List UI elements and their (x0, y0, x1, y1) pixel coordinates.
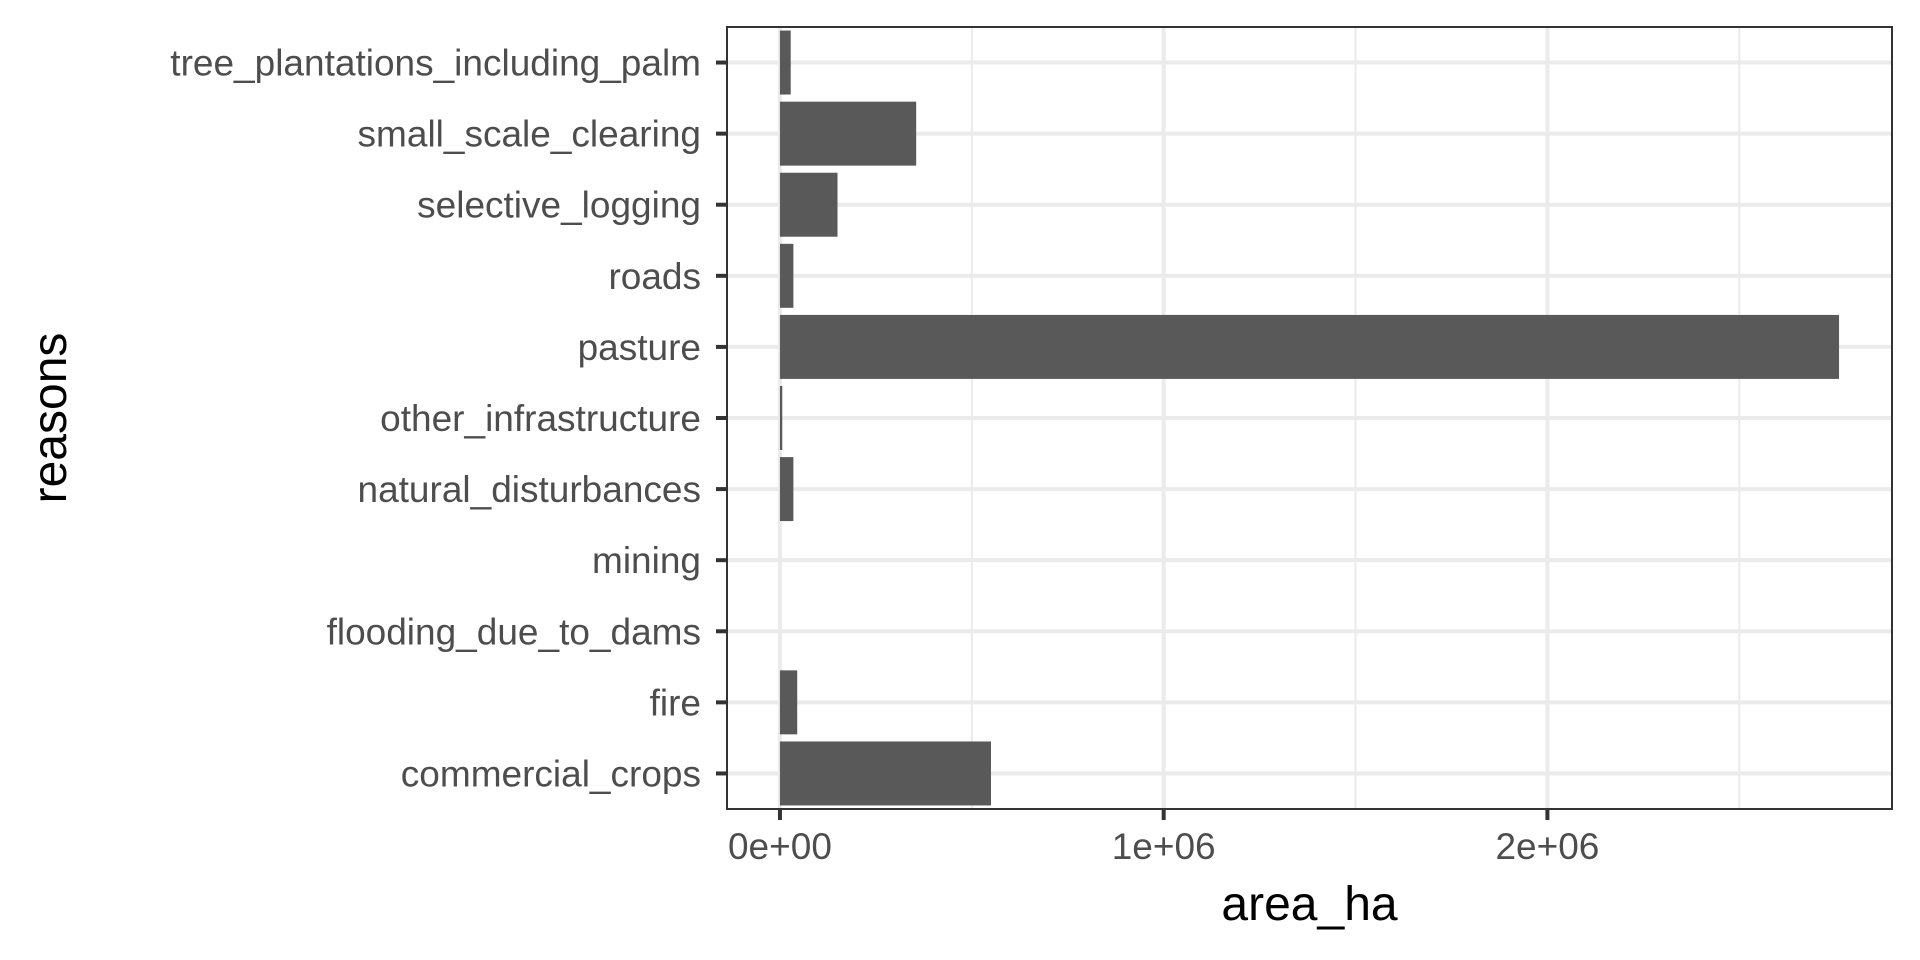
bar-tree-plantations-including-palm (779, 30, 791, 95)
y-tick-label: pasture (578, 327, 701, 368)
bar-selective-logging (779, 172, 838, 237)
bar-fire (779, 670, 798, 735)
y-tick-label: small_scale_clearing (358, 114, 701, 155)
x-tick-label: 0e+00 (728, 826, 832, 867)
x-axis-title: area_ha (1221, 878, 1397, 931)
bar-commercial-crops (779, 741, 992, 806)
bar-small-scale-clearing (779, 101, 917, 166)
y-tick-label: commercial_crops (401, 753, 701, 794)
y-axis-title: reasons (24, 333, 77, 504)
bars (779, 30, 1840, 806)
y-axis: commercial_crops fire flooding_due_to_dams… (170, 43, 727, 794)
y-tick-label: flooding_due_to_dams (327, 611, 701, 652)
bar-roads (779, 243, 794, 308)
x-tick-label: 2e+06 (1495, 826, 1599, 867)
y-tick-label: roads (608, 256, 701, 297)
y-tick-label: other_infrastructure (380, 398, 701, 439)
x-axis: 0e+00 1e+06 2e+06 (728, 809, 1599, 867)
bar-pasture (779, 314, 1840, 379)
y-tick-label: tree_plantations_including_palm (170, 43, 701, 84)
y-tick-label: fire (650, 682, 701, 723)
y-tick-label: natural_disturbances (358, 469, 702, 510)
y-tick-label: selective_logging (417, 185, 701, 226)
bar-other-infrastructure (779, 386, 783, 450)
bar-natural-disturbances (779, 457, 794, 522)
x-tick-label: 1e+06 (1112, 826, 1216, 867)
y-tick-label: mining (592, 540, 701, 581)
